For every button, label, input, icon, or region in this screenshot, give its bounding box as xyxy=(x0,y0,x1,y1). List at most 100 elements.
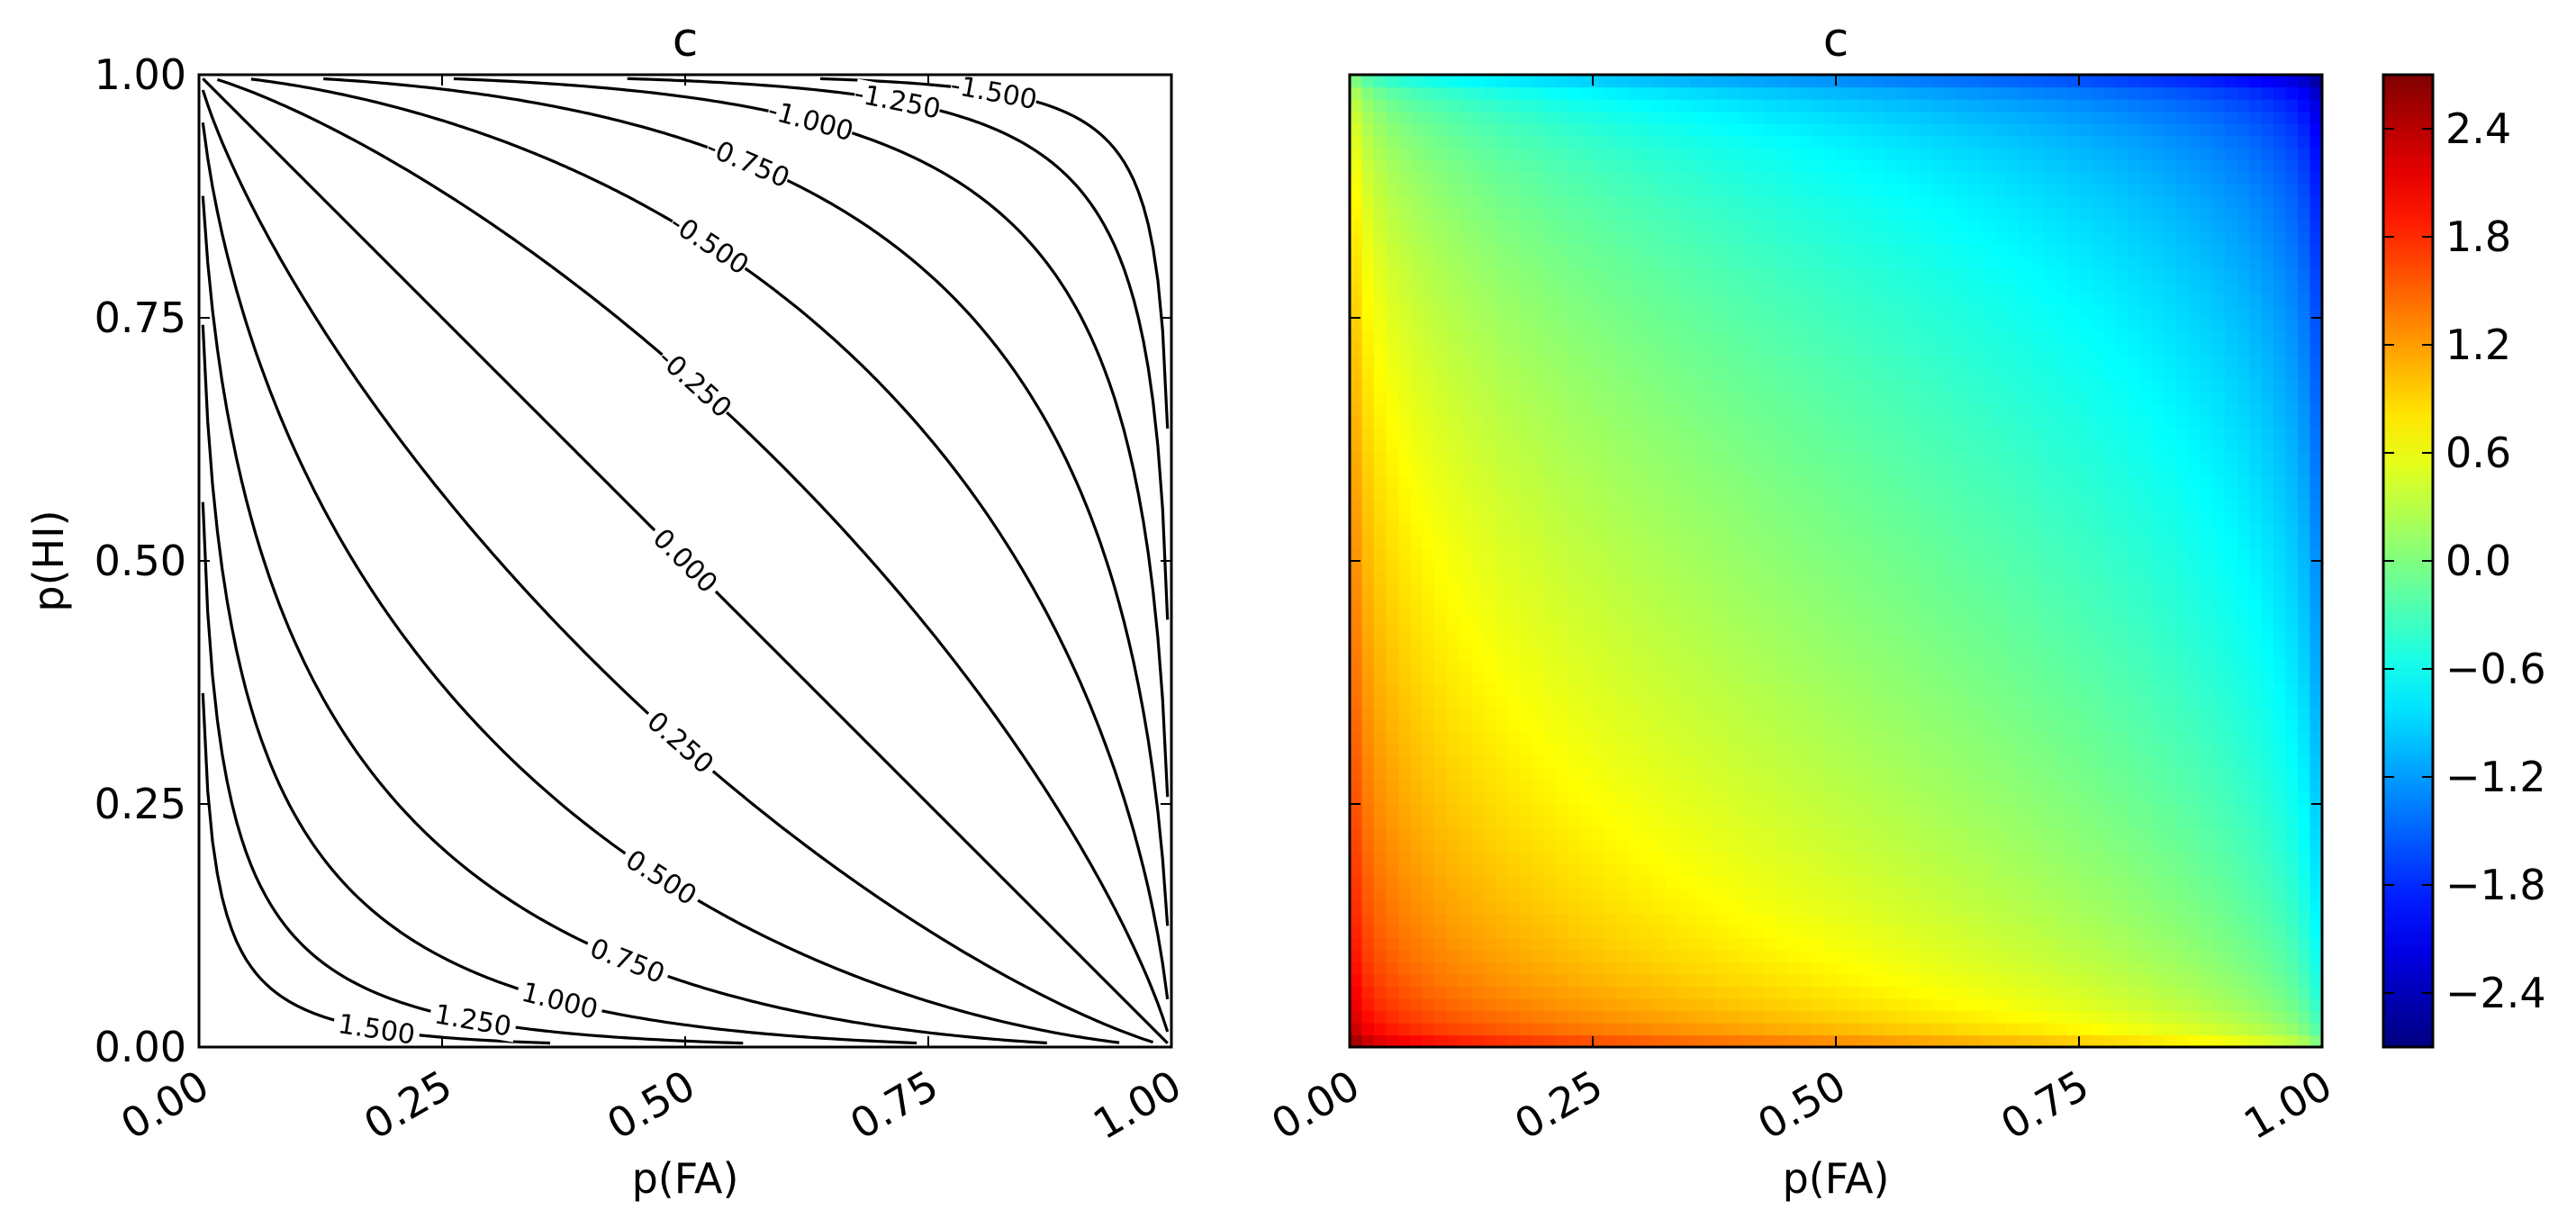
heatmap-cell xyxy=(1836,585,1849,599)
heatmap-cell xyxy=(1447,864,1460,878)
heatmap-cell xyxy=(1739,111,1752,124)
heatmap-cell xyxy=(1799,293,1812,307)
heatmap-cell xyxy=(1350,646,1363,659)
heatmap-cell xyxy=(1957,901,1971,915)
heatmap-cell xyxy=(1398,1010,1412,1024)
heatmap-cell xyxy=(1471,451,1485,465)
heatmap-cell xyxy=(2030,707,2044,720)
heatmap-cell xyxy=(1617,804,1631,817)
heatmap-cell xyxy=(1398,585,1412,599)
heatmap-cell xyxy=(1496,694,1509,708)
heatmap-cell xyxy=(1361,816,1375,829)
heatmap-cell xyxy=(1666,537,1679,550)
heatmap-cell xyxy=(1799,840,1812,853)
heatmap-cell xyxy=(1350,718,1363,732)
heatmap-cell xyxy=(2006,791,2020,805)
heatmap-cell xyxy=(1823,853,1837,866)
heatmap-cell xyxy=(1739,707,1752,720)
heatmap-cell xyxy=(2079,561,2092,574)
heatmap-cell xyxy=(1629,99,1642,113)
heatmap-cell xyxy=(1410,99,1424,113)
heatmap-cell xyxy=(2042,172,2056,185)
heatmap-cell xyxy=(1544,804,1558,817)
heatmap-cell xyxy=(1933,597,1947,610)
heatmap-cell xyxy=(1848,670,1861,683)
heatmap-cell xyxy=(1483,391,1496,404)
heatmap-cell xyxy=(1617,148,1631,161)
heatmap-cell xyxy=(1496,597,1509,610)
heatmap-cell xyxy=(1739,135,1752,149)
heatmap-cell xyxy=(1775,853,1788,866)
heatmap-cell xyxy=(1580,573,1594,586)
heatmap-cell xyxy=(1423,718,1436,732)
heatmap-cell xyxy=(1909,354,1922,367)
heatmap-cell xyxy=(1799,512,1812,526)
heatmap-cell xyxy=(1739,257,1752,270)
heatmap-cell xyxy=(1969,402,1983,416)
heatmap-cell xyxy=(1969,269,1983,283)
heatmap-cell xyxy=(1799,816,1812,829)
heatmap-cell xyxy=(1617,184,1631,197)
heatmap-cell xyxy=(1434,877,1448,890)
heatmap-cell xyxy=(1410,743,1424,756)
heatmap-cell xyxy=(1350,755,1363,769)
heatmap-cell xyxy=(1836,974,1849,988)
heatmap-cell xyxy=(1447,926,1460,939)
heatmap-cell xyxy=(1872,135,1885,149)
heatmap-cell xyxy=(1969,172,1983,185)
heatmap-cell xyxy=(2042,232,2056,246)
heatmap-cell xyxy=(1750,99,1764,113)
heatmap-cell xyxy=(1763,415,1776,429)
heatmap-cell xyxy=(1434,123,1448,137)
heatmap-cell xyxy=(1580,159,1594,173)
heatmap-cell xyxy=(1496,391,1509,404)
heatmap-cell xyxy=(1386,646,1399,659)
heatmap-cell xyxy=(1677,926,1691,939)
heatmap-cell xyxy=(1702,986,1715,999)
heatmap-cell xyxy=(1666,877,1679,890)
heatmap-cell xyxy=(1398,767,1412,781)
heatmap-cell xyxy=(1483,123,1496,137)
heatmap-cell xyxy=(1629,609,1642,623)
heatmap-cell xyxy=(1945,791,1958,805)
heatmap-cell xyxy=(1593,743,1606,756)
heatmap-cell xyxy=(1593,537,1606,550)
heatmap-cell xyxy=(2079,427,2092,440)
heatmap-cell xyxy=(1945,877,1958,890)
heatmap-cell xyxy=(1593,816,1606,829)
heatmap-cell xyxy=(1957,853,1971,866)
heatmap-cell xyxy=(1812,475,1825,489)
heatmap-cell xyxy=(1386,221,1399,234)
heatmap-cell xyxy=(1969,743,1983,756)
heatmap-cell xyxy=(1799,281,1812,294)
heatmap-cell xyxy=(1957,913,1971,926)
heatmap-cell xyxy=(1580,597,1594,610)
heatmap-cell xyxy=(1593,172,1606,185)
heatmap-cell xyxy=(1812,864,1825,878)
heatmap-cell xyxy=(1896,293,1910,307)
heatmap-cell xyxy=(1361,634,1375,647)
heatmap-cell xyxy=(1496,621,1509,635)
heatmap-cell xyxy=(1447,755,1460,769)
heatmap-cell xyxy=(1872,707,1885,720)
heatmap-cell xyxy=(1556,75,1569,88)
heatmap-cell xyxy=(1398,901,1412,915)
heatmap-cell xyxy=(1714,780,1728,793)
heatmap-cell xyxy=(1629,342,1642,356)
heatmap-cell xyxy=(1836,232,1849,246)
heatmap-cell xyxy=(1909,221,1922,234)
heatmap-cell xyxy=(1945,573,1958,586)
heatmap-cell xyxy=(1993,1023,2007,1036)
heatmap-cell xyxy=(1702,281,1715,294)
heatmap-cell xyxy=(1641,232,1655,246)
heatmap-cell xyxy=(1617,86,1631,100)
heatmap-cell xyxy=(1909,427,1922,440)
heatmap-cell xyxy=(1496,281,1509,294)
heatmap-cell xyxy=(1993,415,2007,429)
heatmap-cell xyxy=(1969,99,1983,113)
heatmap-cell xyxy=(1666,864,1679,878)
heatmap-cell xyxy=(1945,208,1958,221)
heatmap-cell xyxy=(1666,962,1679,975)
heatmap-cell xyxy=(1945,402,1958,416)
heatmap-cell xyxy=(2030,366,2044,380)
